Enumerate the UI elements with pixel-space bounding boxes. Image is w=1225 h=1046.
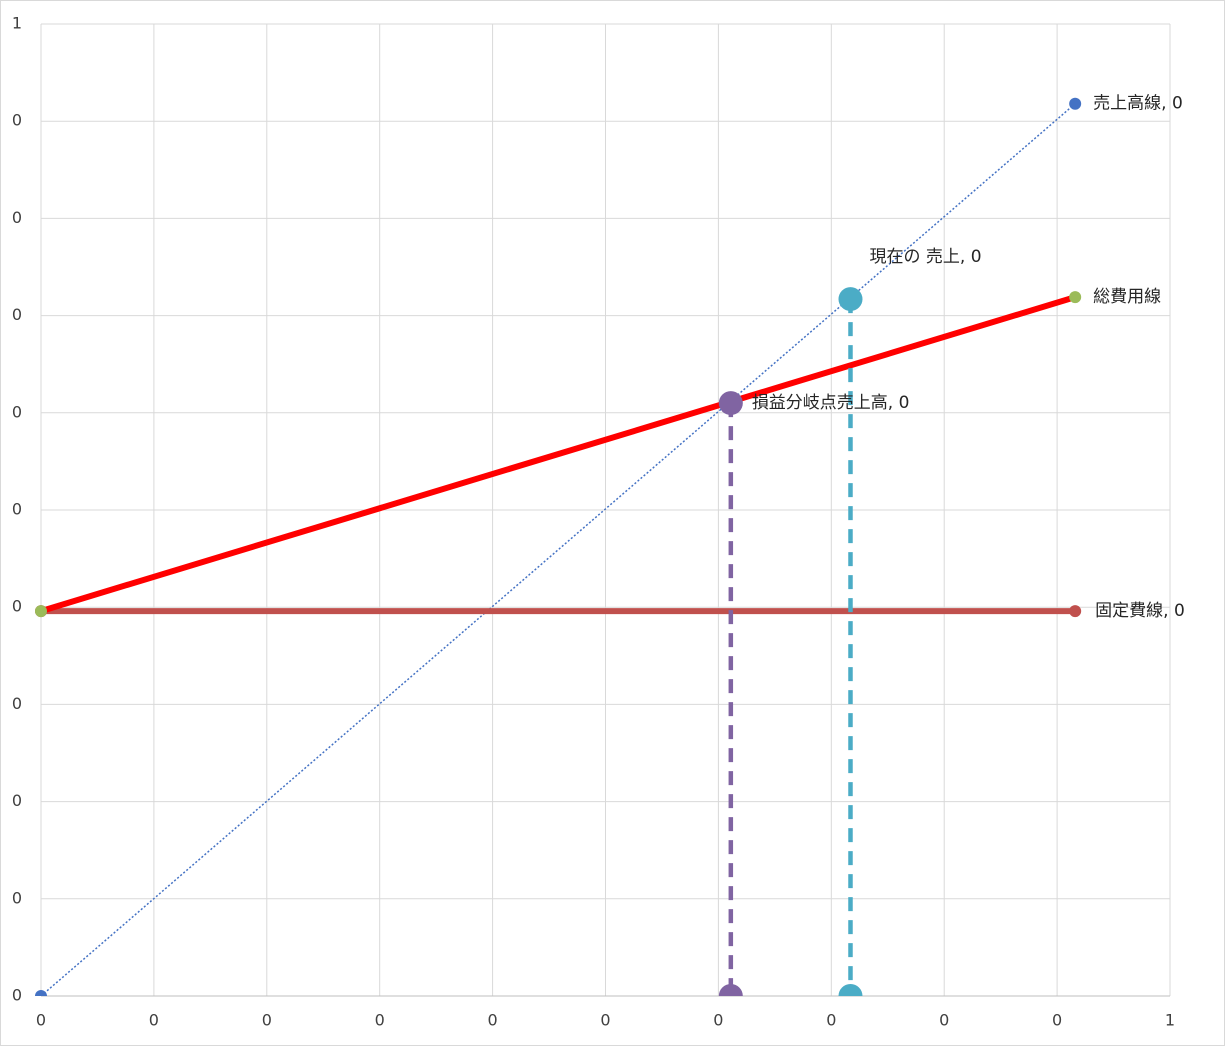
point	[838, 287, 863, 312]
point	[1069, 97, 1082, 110]
y-tick-label: 1	[12, 14, 22, 33]
point	[35, 605, 47, 618]
point	[718, 984, 743, 996]
y-tick-label: 0	[12, 597, 22, 616]
x-tick-label: 0	[375, 1011, 385, 1030]
x-tick-label: 0	[939, 1011, 949, 1030]
data-label: 固定費線, 0	[1095, 601, 1185, 621]
data-label: 売上高線, 0	[1093, 94, 1183, 114]
x-tick-label: 0	[149, 1011, 159, 1030]
point	[718, 391, 743, 416]
x-tick-label: 0	[713, 1011, 723, 1030]
x-tick-label: 0	[600, 1011, 610, 1030]
y-tick-label: 0	[12, 305, 22, 324]
x-tick-label: 0	[36, 1011, 46, 1030]
point	[1069, 605, 1082, 618]
point	[35, 990, 47, 996]
y-tick-label: 0	[12, 694, 22, 713]
x-tick-label: 1	[1165, 1011, 1175, 1030]
x-tick-label: 0	[1052, 1011, 1062, 1030]
y-tick-label: 0	[12, 986, 22, 1005]
point	[1069, 291, 1082, 304]
y-tick-label: 0	[12, 500, 22, 519]
y-tick-label: 0	[12, 888, 22, 907]
data-label: 現在の 売上, 0	[869, 247, 981, 267]
point	[838, 984, 863, 996]
x-tick-label: 0	[488, 1011, 498, 1030]
y-tick-label: 0	[12, 208, 22, 227]
x-tick-label: 0	[826, 1011, 836, 1030]
y-tick-label: 0	[12, 111, 22, 130]
y-tick-label: 0	[12, 402, 22, 421]
data-label: 総費用線	[1093, 287, 1161, 307]
x-tick-label: 0	[262, 1011, 272, 1030]
series-line	[40, 294, 1077, 614]
plot	[35, 97, 1082, 996]
data-label: 損益分岐点売上高, 0	[752, 393, 910, 413]
y-tick-label: 0	[12, 791, 22, 810]
